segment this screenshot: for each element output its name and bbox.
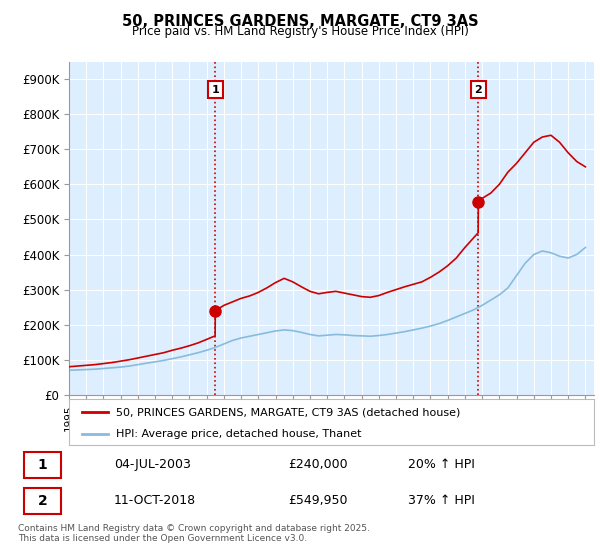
Text: 20% ↑ HPI: 20% ↑ HPI xyxy=(408,459,475,472)
Text: Price paid vs. HM Land Registry's House Price Index (HPI): Price paid vs. HM Land Registry's House … xyxy=(131,25,469,38)
Text: £549,950: £549,950 xyxy=(288,494,347,507)
Text: £240,000: £240,000 xyxy=(288,459,347,472)
Text: 11-OCT-2018: 11-OCT-2018 xyxy=(114,494,196,507)
Text: 2: 2 xyxy=(475,85,482,95)
Text: 1: 1 xyxy=(38,458,47,472)
Text: Contains HM Land Registry data © Crown copyright and database right 2025.
This d: Contains HM Land Registry data © Crown c… xyxy=(18,524,370,543)
Text: 37% ↑ HPI: 37% ↑ HPI xyxy=(408,494,475,507)
Text: 04-JUL-2003: 04-JUL-2003 xyxy=(114,459,191,472)
Text: 50, PRINCES GARDENS, MARGATE, CT9 3AS: 50, PRINCES GARDENS, MARGATE, CT9 3AS xyxy=(122,14,478,29)
Text: 2: 2 xyxy=(38,494,47,508)
FancyBboxPatch shape xyxy=(24,452,61,478)
Text: 1: 1 xyxy=(211,85,219,95)
Text: 50, PRINCES GARDENS, MARGATE, CT9 3AS (detached house): 50, PRINCES GARDENS, MARGATE, CT9 3AS (d… xyxy=(116,407,461,417)
FancyBboxPatch shape xyxy=(24,488,61,514)
Text: HPI: Average price, detached house, Thanet: HPI: Average price, detached house, Than… xyxy=(116,429,362,438)
